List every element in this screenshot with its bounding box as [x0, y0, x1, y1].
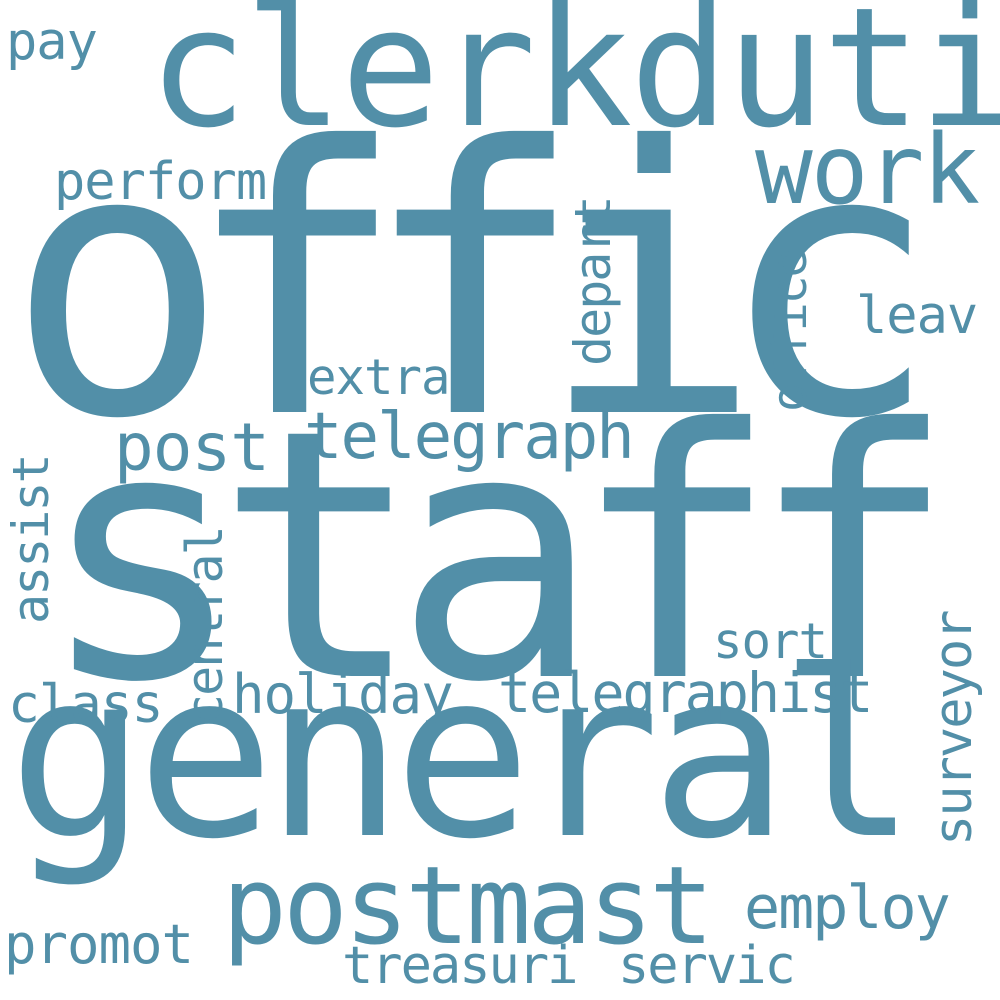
word-postmast: postmast [222, 844, 714, 969]
word-central: central [176, 527, 234, 724]
word-depart: depart [564, 197, 622, 366]
word-general: general [8, 623, 917, 890]
word-telegraph: telegraph [304, 400, 635, 474]
word-pay: pay [6, 12, 98, 72]
word-class: class [8, 674, 164, 735]
word-post: post [114, 409, 270, 486]
word-perform: perform [54, 152, 267, 212]
word-clerkduti: clerkduti [148, 0, 1000, 164]
word-employ: employ [744, 873, 951, 943]
word-work: work [755, 114, 980, 226]
word-surveyor: surveyor [924, 611, 984, 846]
word-sort: sort [713, 613, 828, 670]
word-treasuri: treasuri [342, 936, 578, 996]
word-extra: extra [307, 349, 451, 406]
word-assist: assist [2, 455, 60, 624]
word-telegraphist: telegraphist [498, 661, 873, 725]
word-servic: servic [618, 936, 796, 996]
word-holiday: holiday [232, 663, 454, 726]
word-leav: leav [856, 286, 978, 346]
word-staff: staff [38, 357, 957, 758]
word-promot: promot [4, 913, 194, 976]
word-offic: offic [6, 70, 940, 500]
word-office: office [762, 250, 818, 412]
